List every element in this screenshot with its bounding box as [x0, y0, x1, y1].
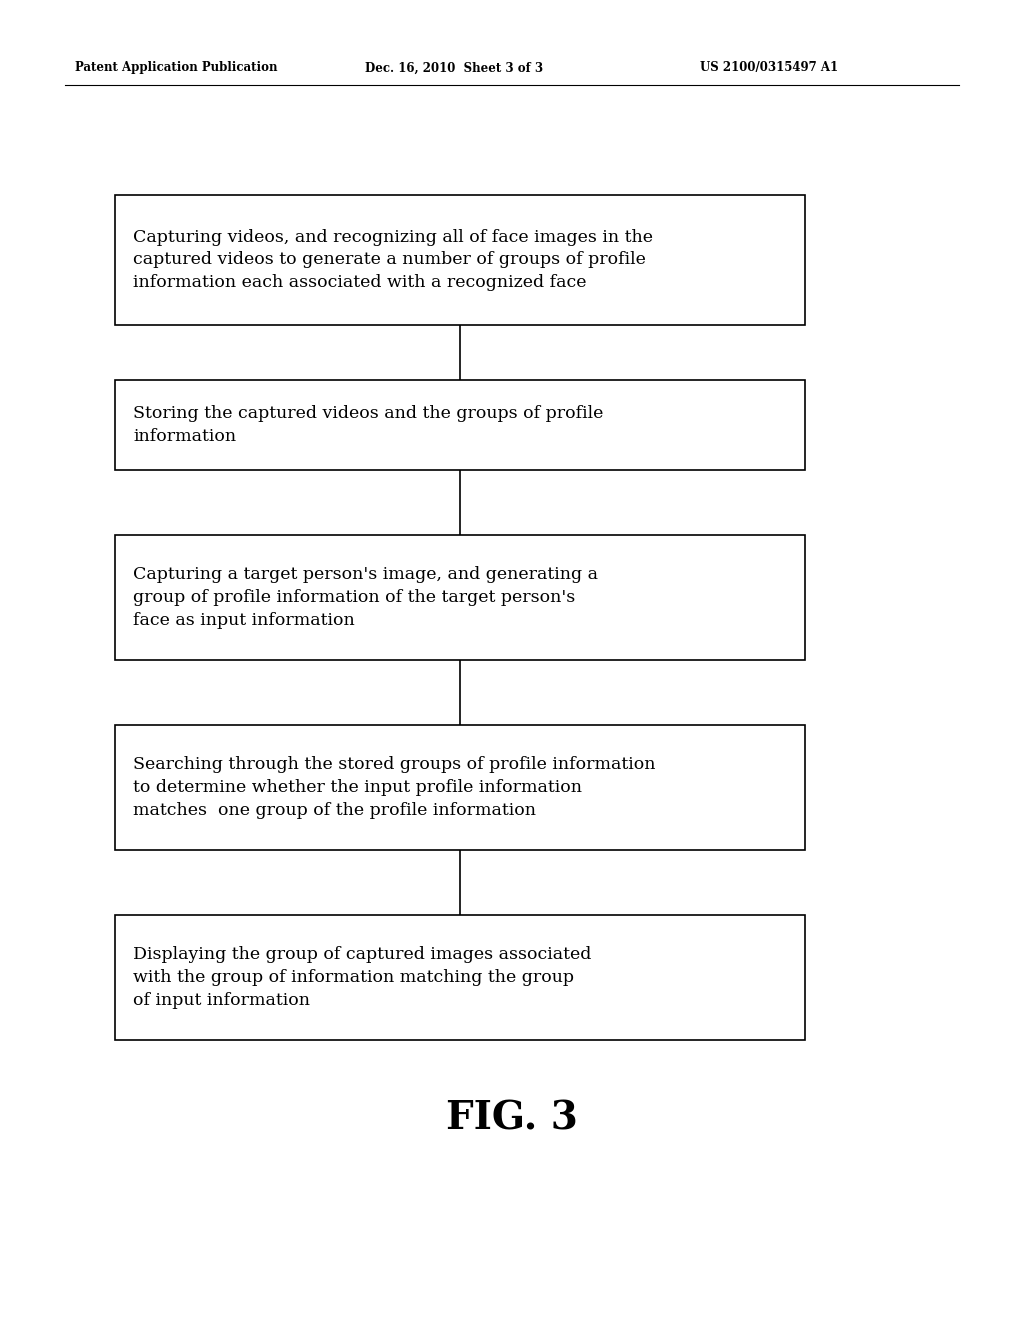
Text: FIG. 3: FIG. 3: [446, 1100, 578, 1137]
Text: Capturing a target person's image, and generating a
group of profile information: Capturing a target person's image, and g…: [133, 566, 598, 628]
Text: Displaying the group of captured images associated
with the group of information: Displaying the group of captured images …: [133, 946, 592, 1008]
Bar: [115, 725, 805, 850]
Text: Searching through the stored groups of profile information
to determine whether : Searching through the stored groups of p…: [133, 756, 655, 818]
Bar: [115, 915, 805, 1040]
Text: Storing the captured videos and the groups of profile
information: Storing the captured videos and the grou…: [133, 405, 603, 445]
Text: Capturing videos, and recognizing all of face images in the
captured videos to g: Capturing videos, and recognizing all of…: [133, 228, 653, 292]
Text: Patent Application Publication: Patent Application Publication: [75, 62, 278, 74]
Bar: [115, 195, 805, 325]
Bar: [115, 535, 805, 660]
Text: Dec. 16, 2010  Sheet 3 of 3: Dec. 16, 2010 Sheet 3 of 3: [365, 62, 543, 74]
Text: US 2100/0315497 A1: US 2100/0315497 A1: [700, 62, 838, 74]
Bar: [115, 380, 805, 470]
